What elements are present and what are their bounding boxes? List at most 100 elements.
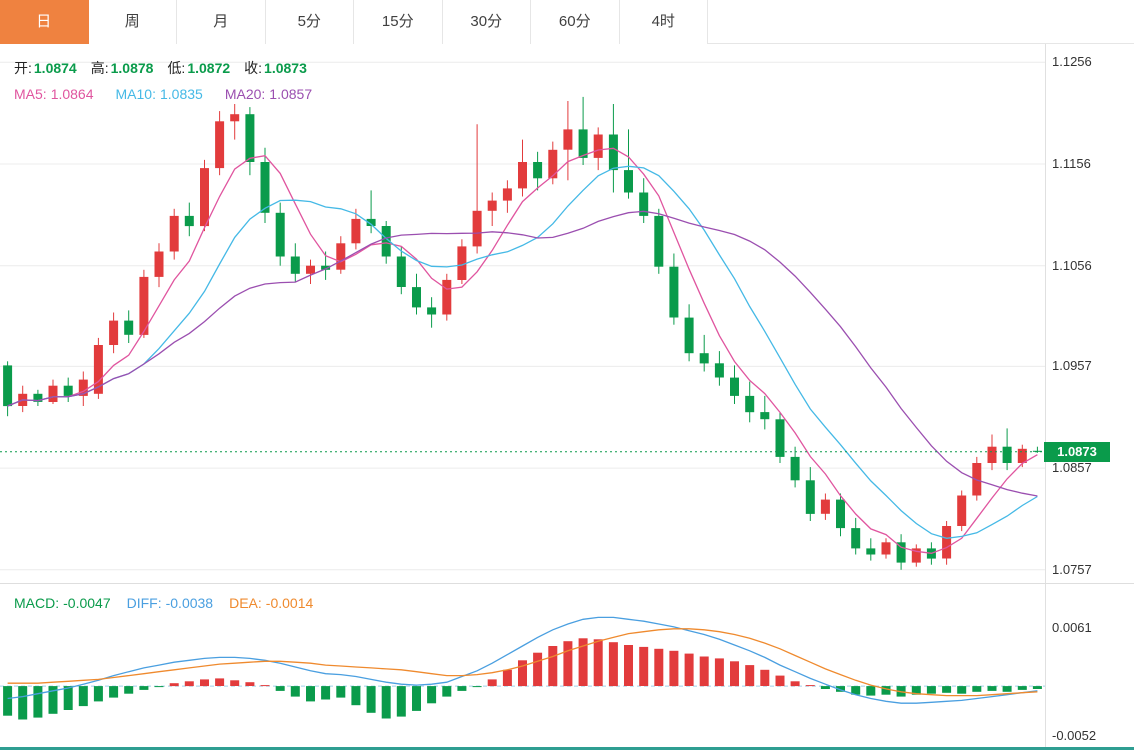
ma5-value: MA5: 1.0864 — [14, 86, 94, 102]
macd-histogram-bar — [820, 686, 830, 689]
candle-body — [48, 385, 58, 402]
macd-histogram-bar — [518, 660, 527, 687]
macd-histogram-bar — [790, 681, 800, 687]
macd-histogram-bar — [366, 686, 376, 713]
macd-histogram-bar — [851, 686, 861, 695]
candle-body — [775, 419, 785, 457]
macd-chart[interactable] — [0, 583, 1045, 750]
macd-value: MACD: -0.0047 — [14, 595, 111, 611]
macd-histogram-bar — [184, 681, 194, 687]
candle-body — [184, 215, 194, 227]
macd-histogram-bar — [93, 686, 103, 702]
macd-histogram-bar — [321, 686, 331, 700]
macd-histogram-bar — [200, 679, 209, 687]
tab-15min[interactable]: 15分 — [354, 0, 443, 44]
macd-histogram-bar — [745, 665, 755, 687]
current-price-badge: 1.0873 — [1044, 441, 1110, 462]
candle-body — [805, 480, 815, 514]
macd-histogram-bar — [275, 686, 285, 691]
macd-histogram-bar — [18, 686, 28, 720]
candle-body — [412, 287, 421, 308]
macd-histogram-bar — [487, 679, 497, 687]
ma20-line — [7, 210, 1038, 497]
candle-body — [321, 265, 331, 270]
diff-line — [7, 616, 1038, 704]
candle-body — [3, 365, 13, 407]
macd-histogram-bar — [608, 642, 618, 687]
candle-body — [487, 200, 497, 211]
macd-histogram-bar — [624, 645, 633, 686]
candle-body — [200, 168, 209, 227]
panel-separator — [0, 583, 1134, 584]
candle-body — [396, 256, 406, 287]
tab-day[interactable]: 日 — [0, 0, 89, 44]
timeframe-tabbar: 日 周 月 5分 15分 30分 60分 4时 — [0, 0, 1134, 44]
tab-60min[interactable]: 60分 — [531, 0, 620, 44]
candle-body — [306, 265, 315, 274]
candle-body — [290, 256, 300, 274]
candle-body — [957, 495, 967, 526]
candle-body — [139, 276, 149, 335]
macd-histogram-bar — [457, 686, 467, 691]
tab-30min[interactable]: 30分 — [442, 0, 531, 44]
macd-histogram-bar — [306, 686, 315, 702]
candle-body — [593, 134, 603, 158]
ma20-value: MA20: 1.0857 — [224, 86, 313, 102]
candle-body — [896, 542, 906, 563]
candle-body — [911, 548, 921, 563]
candle-body — [699, 353, 709, 364]
macd-histogram-bar — [1017, 686, 1027, 690]
candle-body — [548, 149, 558, 179]
macd-histogram-bar — [957, 686, 967, 694]
candle-body — [851, 528, 861, 549]
candle-body — [154, 251, 164, 277]
macd-histogram-bar — [533, 652, 543, 687]
candle-body — [1017, 448, 1027, 463]
axis-border-line — [1045, 44, 1046, 750]
candle-body — [639, 192, 649, 216]
macd-histogram-bar — [412, 686, 421, 711]
macd-histogram-bar — [1002, 686, 1012, 692]
macd-histogram-bar — [911, 686, 921, 695]
macd-histogram-bar — [684, 653, 694, 686]
candle-body — [472, 210, 482, 247]
macd-histogram-bar — [836, 686, 845, 692]
tab-week[interactable]: 周 — [88, 0, 177, 44]
candlestick-chart[interactable] — [0, 44, 1045, 583]
macd-histogram-bar — [1032, 686, 1042, 689]
ma10-line — [7, 165, 1038, 539]
macd-histogram-bar — [730, 661, 739, 687]
tab-4hour[interactable]: 4时 — [619, 0, 708, 44]
ma-legend: MA5: 1.0864 MA10: 1.0835 MA20: 1.0857 — [14, 86, 312, 102]
macd-histogram-bar — [926, 686, 936, 694]
ohlc-legend: 开: 1.0874 高: 1.0878 低: 1.0872 收: 1.0873 — [14, 58, 307, 78]
macd-histogram-bar — [472, 686, 482, 688]
macd-histogram-bar — [502, 669, 512, 686]
candle-body — [169, 215, 179, 252]
candle-body — [245, 114, 255, 162]
macd-histogram-bar — [942, 686, 952, 693]
macd-axis-label: 0.0061 — [1052, 619, 1092, 635]
macd-histogram-bar — [48, 686, 58, 714]
ma5-line — [7, 147, 1038, 554]
macd-histogram-bar — [972, 686, 982, 692]
candle-body — [942, 526, 952, 559]
candle-body — [684, 317, 694, 354]
close-value: 收: 1.0873 — [244, 60, 307, 76]
macd-histogram-bar — [654, 648, 664, 686]
price-axis-label: 1.0957 — [1052, 358, 1092, 374]
macd-histogram-bar — [215, 678, 225, 686]
tab-5min[interactable]: 5分 — [265, 0, 354, 44]
macd-histogram-bar — [260, 685, 270, 687]
open-value: 开: 1.0874 — [14, 60, 77, 76]
macd-histogram-bar — [866, 686, 876, 696]
macd-histogram-bar — [442, 686, 452, 697]
candle-body — [1002, 446, 1012, 463]
dea-line — [7, 628, 1038, 697]
macd-histogram-bar — [78, 686, 88, 707]
tab-month[interactable]: 月 — [177, 0, 266, 44]
macd-histogram-bar — [124, 686, 134, 694]
candle-body — [730, 377, 739, 396]
candle-body — [745, 395, 755, 413]
price-axis-label: 1.1156 — [1052, 156, 1091, 171]
